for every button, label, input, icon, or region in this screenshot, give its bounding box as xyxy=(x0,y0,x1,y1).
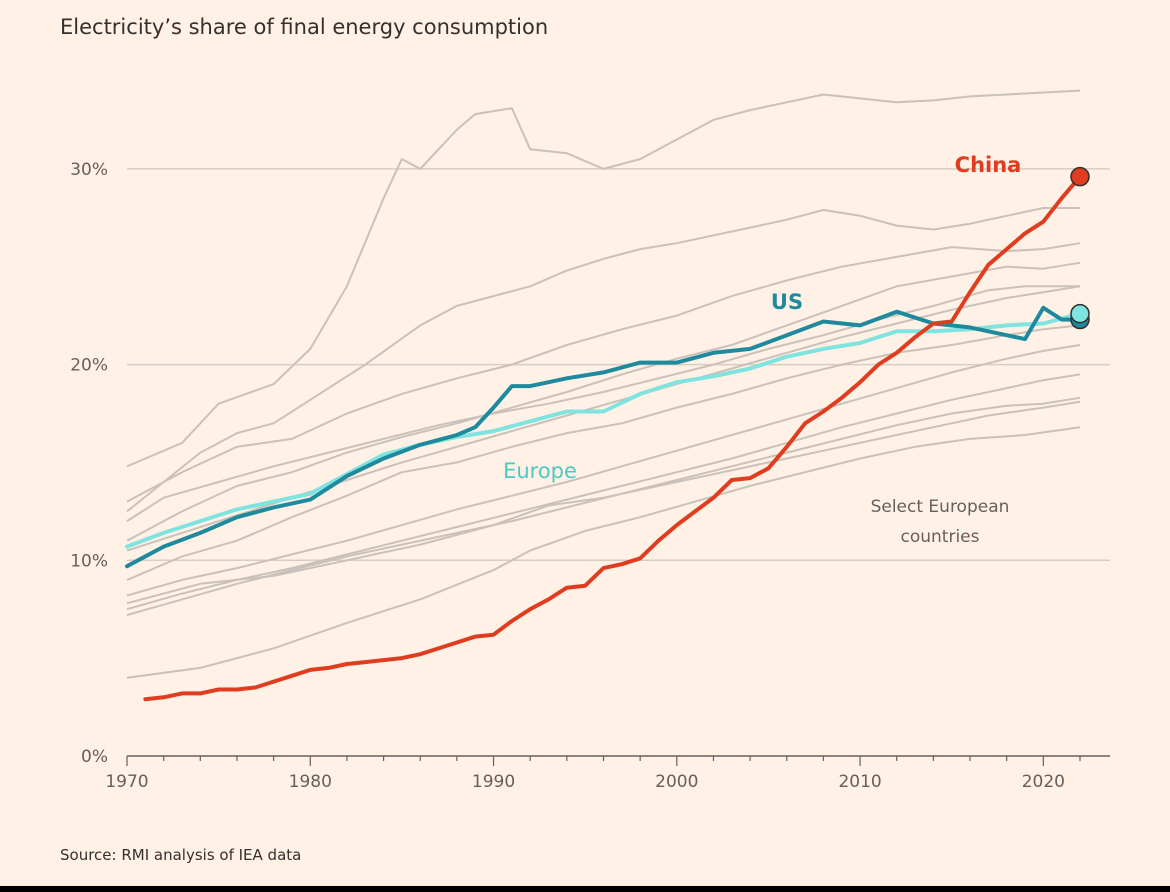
y-tick-label: 30% xyxy=(70,160,108,180)
gray-country-line xyxy=(126,89,1081,468)
y-tick-label: 10% xyxy=(70,551,108,571)
gray-country-line xyxy=(126,261,1081,542)
gray-series-group xyxy=(126,89,1081,679)
y-tick-label: 20% xyxy=(70,356,108,376)
gray-series-label: countries xyxy=(901,527,980,547)
us-label: US xyxy=(771,290,803,314)
gray-country-line xyxy=(126,285,1080,522)
x-tick-label: 2000 xyxy=(655,772,698,792)
x-axis: 1970 1980 1990 2000 2010 2020 xyxy=(105,755,1110,792)
x-tick-label: 2020 xyxy=(1022,772,1065,792)
gray-country-line xyxy=(126,373,1081,611)
x-tick-label: 1970 xyxy=(105,772,148,792)
gray-country-line xyxy=(126,400,1081,605)
europe-end-dot xyxy=(1070,303,1090,324)
annotation-group: China US Europe Select European countries xyxy=(503,153,1021,547)
bottom-rule xyxy=(0,886,1170,892)
highlight-series-group xyxy=(125,166,1090,702)
gray-country-line xyxy=(126,207,1080,513)
us-line xyxy=(125,305,1082,569)
gray-country-line xyxy=(126,426,1081,679)
x-tick-label: 1980 xyxy=(289,772,332,792)
gray-country-line xyxy=(126,324,1081,581)
china-line xyxy=(143,174,1082,702)
chart-title: Electricity’s share of final energy cons… xyxy=(60,15,549,39)
europe-label: Europe xyxy=(503,459,577,483)
gray-country-line xyxy=(126,344,1081,597)
gray-country-line xyxy=(126,242,1081,503)
x-tick-label: 2010 xyxy=(838,772,881,792)
y-tick-label: 0% xyxy=(81,747,108,767)
grid-lines: 0% 10% 20% 30% xyxy=(70,160,1110,767)
x-tick-label: 1990 xyxy=(472,772,515,792)
source-note: Source: RMI analysis of IEA data xyxy=(60,846,302,864)
gray-series-label: Select European xyxy=(871,497,1010,517)
china-end-dot xyxy=(1070,166,1090,187)
china-label: China xyxy=(955,153,1022,177)
